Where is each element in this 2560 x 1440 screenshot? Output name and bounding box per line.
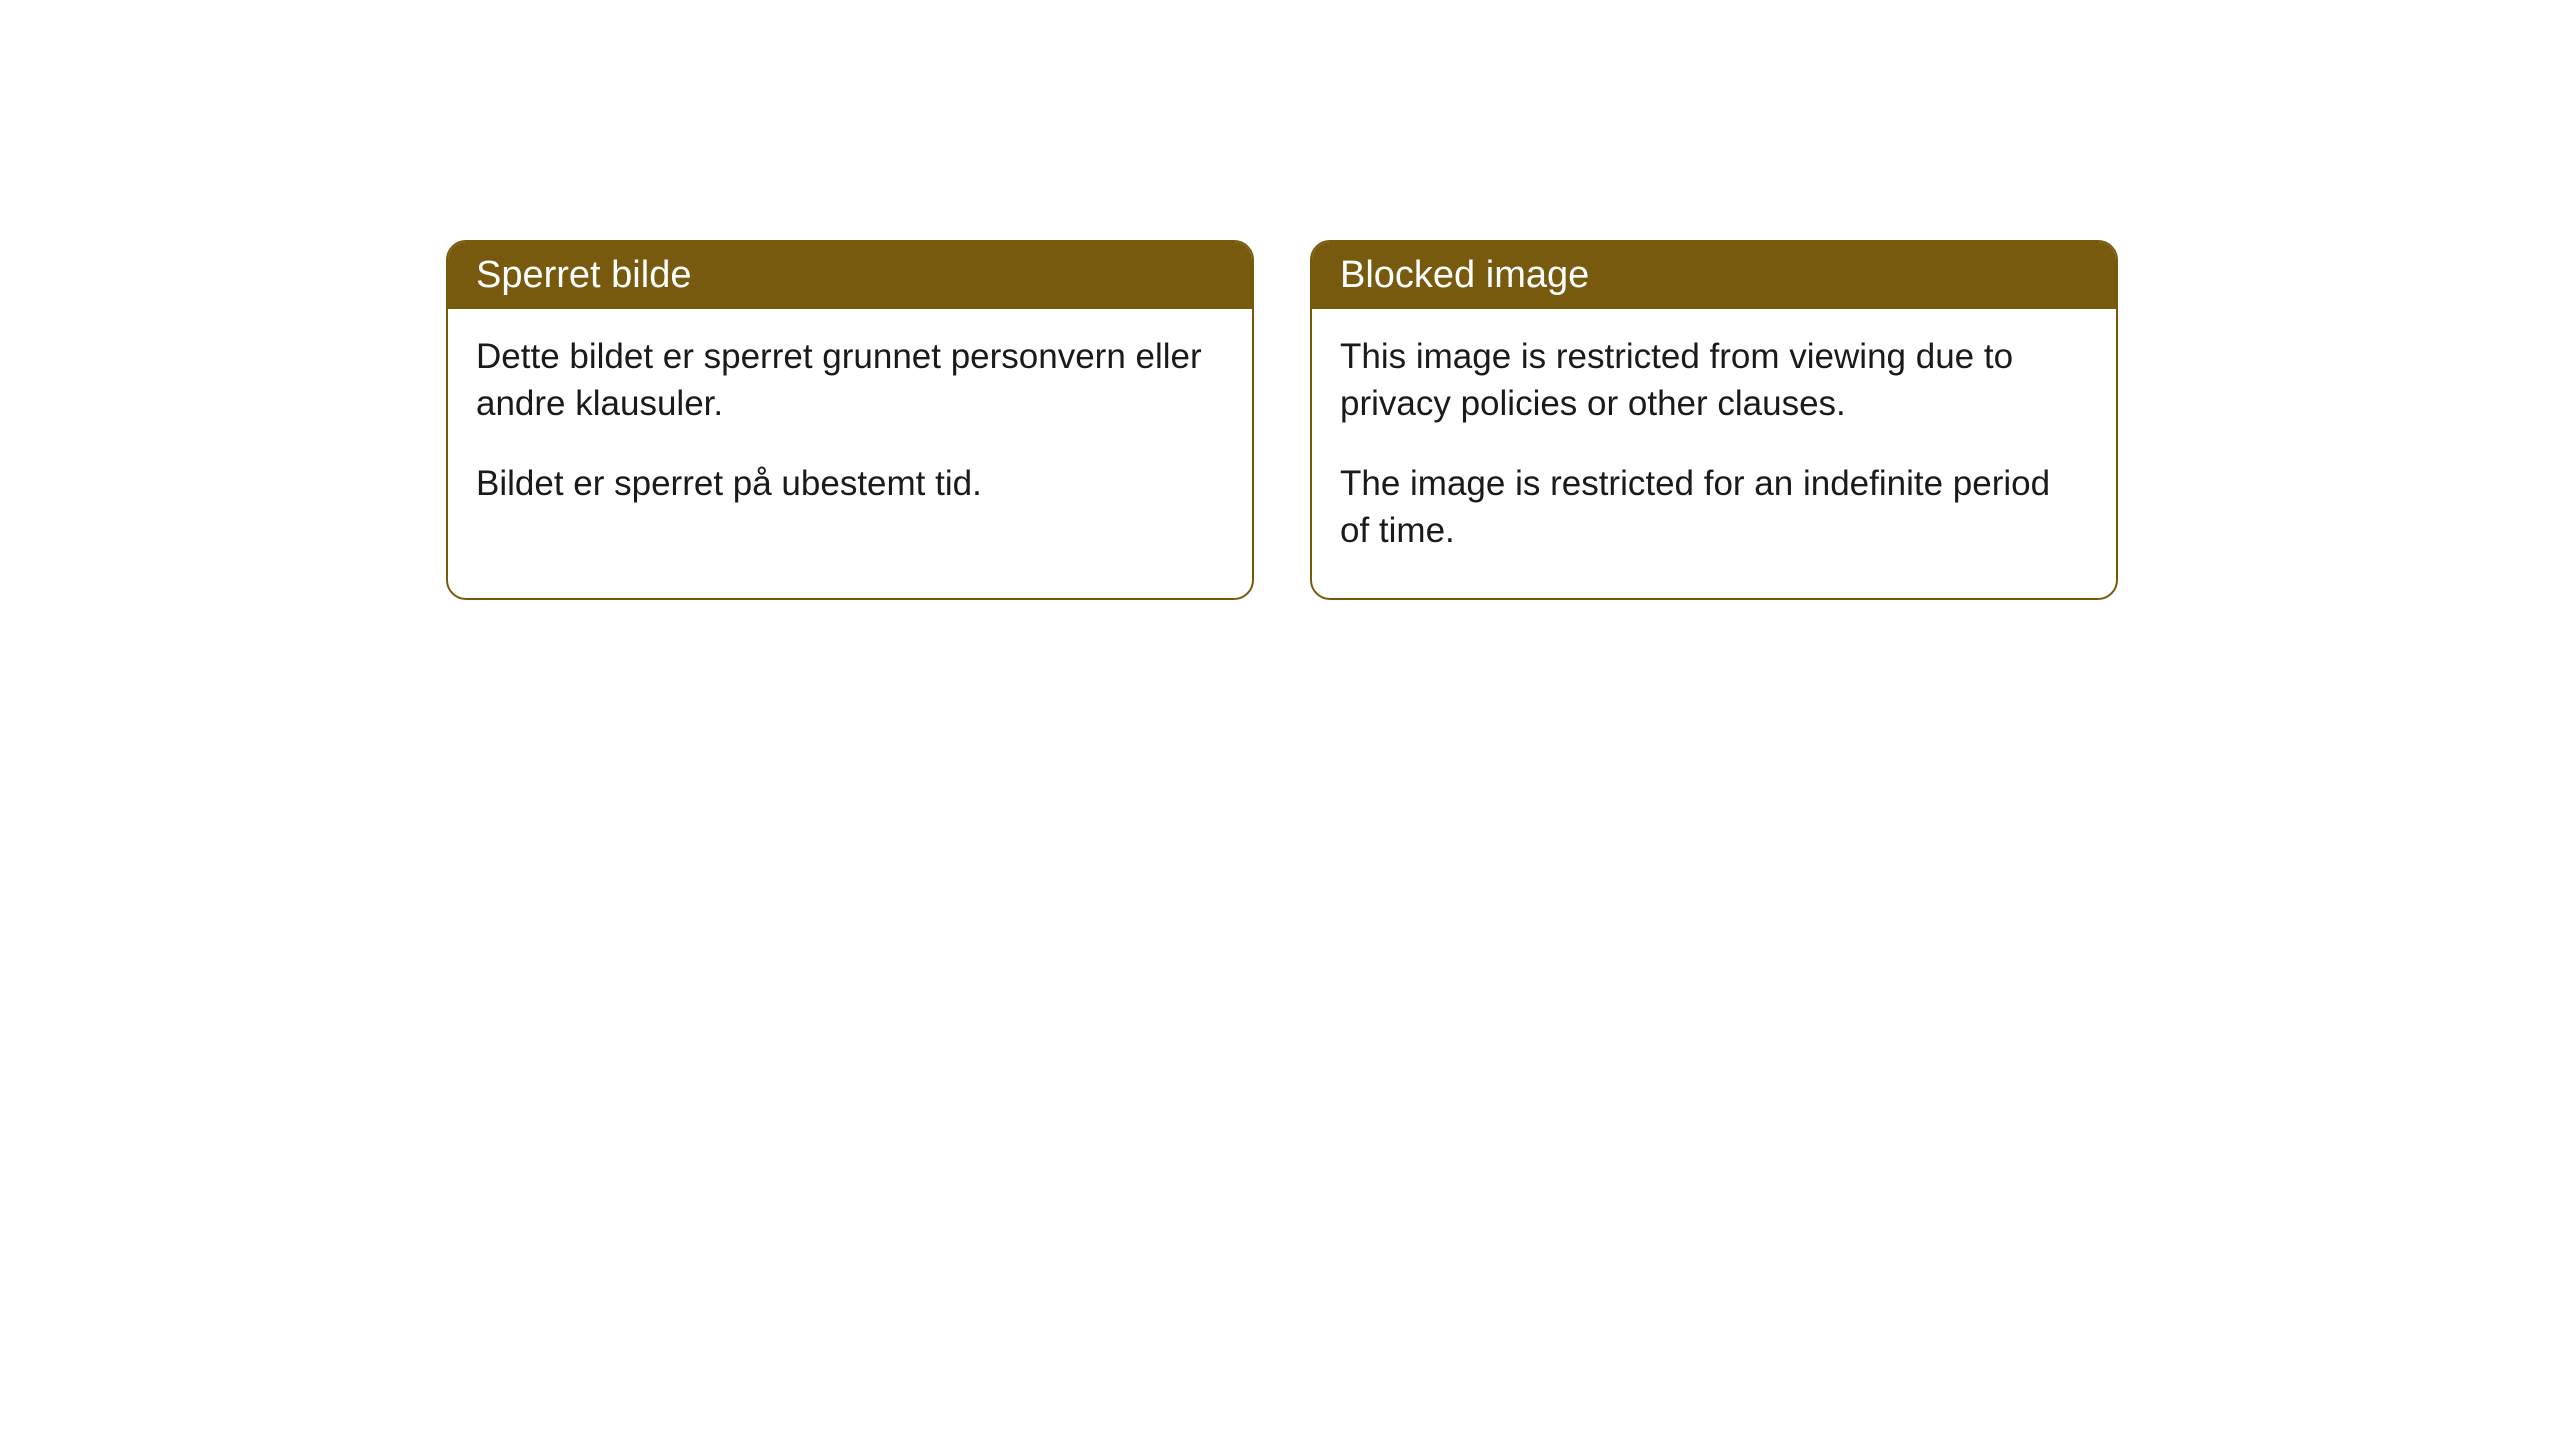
card-title: Sperret bilde — [476, 254, 691, 296]
card-body: This image is restricted from viewing du… — [1312, 309, 2116, 598]
card-paragraph: The image is restricted for an indefinit… — [1340, 460, 2088, 555]
card-header: Sperret bilde — [448, 242, 1252, 309]
notice-card-norwegian: Sperret bilde Dette bildet er sperret gr… — [446, 240, 1254, 600]
card-paragraph: This image is restricted from viewing du… — [1340, 333, 2088, 428]
notice-card-english: Blocked image This image is restricted f… — [1310, 240, 2118, 600]
card-title: Blocked image — [1340, 254, 1589, 296]
card-body: Dette bildet er sperret grunnet personve… — [448, 309, 1252, 551]
card-paragraph: Dette bildet er sperret grunnet personve… — [476, 333, 1224, 428]
notice-cards-container: Sperret bilde Dette bildet er sperret gr… — [446, 240, 2118, 600]
card-paragraph: Bildet er sperret på ubestemt tid. — [476, 460, 1224, 507]
card-header: Blocked image — [1312, 242, 2116, 309]
